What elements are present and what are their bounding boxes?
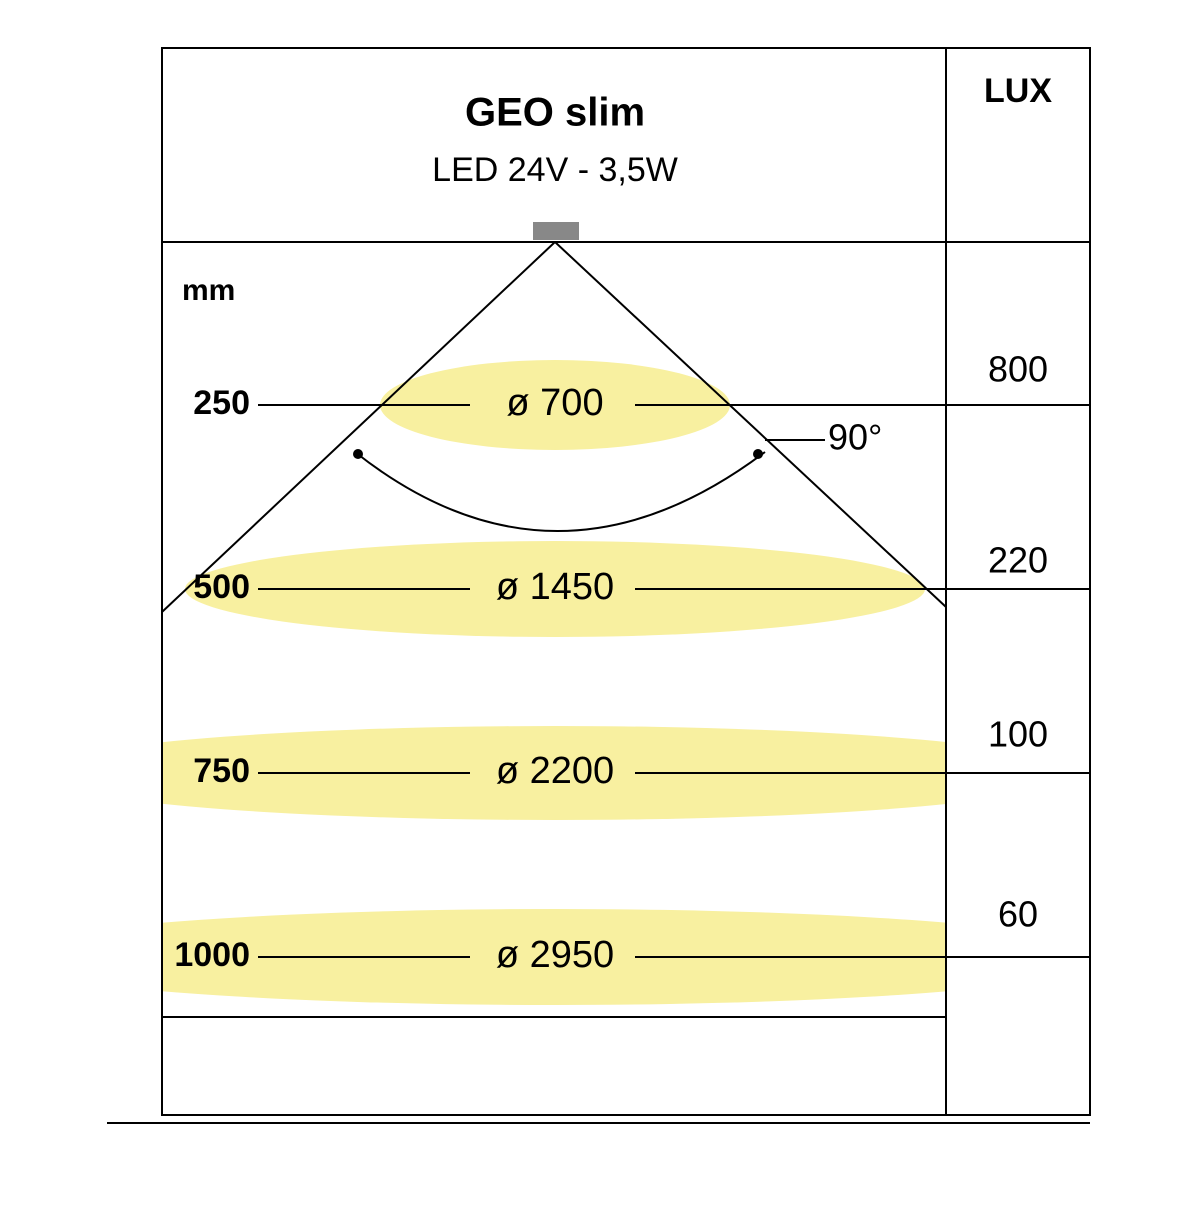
beam-angle: 90° bbox=[828, 417, 882, 458]
arc-end bbox=[353, 449, 363, 459]
diameter: ø 2200 bbox=[496, 750, 614, 792]
unit-label: mm bbox=[182, 274, 235, 307]
light-areas bbox=[162, 360, 946, 1005]
diameter: ø 1450 bbox=[496, 566, 614, 608]
light-area bbox=[162, 909, 946, 1005]
lamp bbox=[533, 222, 579, 240]
lux: 60 bbox=[998, 894, 1038, 935]
lux: 220 bbox=[988, 540, 1048, 581]
diameter: ø 700 bbox=[506, 382, 603, 424]
light-area bbox=[162, 726, 946, 820]
distance: 750 bbox=[193, 752, 250, 790]
lux: 800 bbox=[988, 349, 1048, 390]
distance: 500 bbox=[193, 568, 250, 606]
distance: 1000 bbox=[174, 936, 250, 974]
cone-right bbox=[554, 241, 947, 608]
light-area bbox=[380, 360, 730, 450]
cone-left bbox=[161, 241, 556, 613]
lux-header: LUX bbox=[984, 72, 1052, 110]
lux: 100 bbox=[988, 714, 1048, 755]
title: GEO slim bbox=[465, 91, 645, 135]
distance: 250 bbox=[193, 384, 250, 422]
arc-end bbox=[753, 449, 763, 459]
angle-arc bbox=[354, 451, 766, 532]
rows: 250 ø 700 800 500 ø 1450 220 750 ø 2200 100 1000 ø… bbox=[174, 349, 1090, 976]
diameter: ø 2950 bbox=[496, 934, 614, 976]
light-area bbox=[185, 541, 925, 637]
frame bbox=[161, 47, 1091, 1116]
subtitle: LED 24V - 3,5W bbox=[432, 151, 678, 189]
